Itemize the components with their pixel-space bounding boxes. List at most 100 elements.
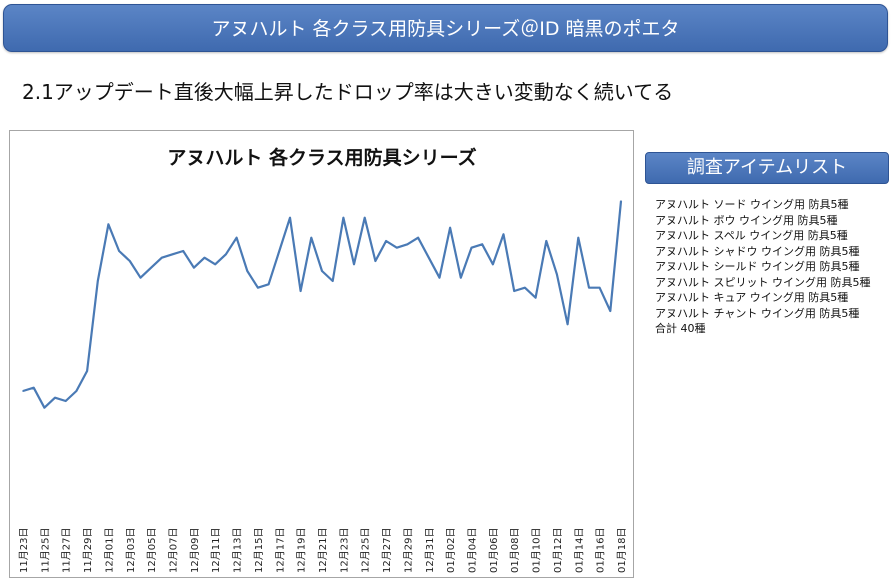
data-point (545, 240, 548, 242)
x-tick-label: 12月07日 (168, 528, 180, 573)
data-point (299, 290, 302, 292)
line-chart: アヌハルト 各クラス用防具シリーズ 11月23日 11月25日 11月27日 11月2… (18, 146, 628, 573)
x-tick-label: 12月03日 (125, 528, 137, 573)
data-point (182, 250, 184, 252)
x-tick-label: 01月16日 (595, 528, 607, 573)
x-tick-label: 01月14日 (573, 528, 585, 573)
data-point (43, 406, 46, 409)
x-axis-tick-labels: 11月23日 11月25日 11月27日 11月29日 12月01日 12月03日 12月0… (18, 502, 628, 573)
data-point (86, 370, 88, 372)
data-point (385, 240, 387, 242)
data-point (342, 216, 345, 219)
data-point (129, 260, 131, 262)
data-point (428, 256, 430, 259)
data-point (22, 390, 24, 392)
data-point (107, 223, 110, 226)
x-tick-label: 12月17日 (274, 528, 286, 573)
data-point (246, 270, 249, 272)
data-point (321, 270, 323, 272)
data-point (588, 286, 590, 289)
data-point (438, 276, 441, 279)
data-point (214, 263, 216, 266)
list-item: アヌハルト スピリット ウイング用 防具5種 (655, 275, 871, 289)
x-tick-label: 12月11日 (210, 528, 222, 573)
data-point (566, 323, 569, 326)
data-point (492, 263, 494, 266)
series-group (22, 200, 623, 409)
x-tick-label: 01月08日 (509, 528, 521, 573)
list-item: アヌハルト シャドウ ウイング用 防具5種 (655, 244, 860, 258)
x-tick-label: 01月12日 (552, 528, 564, 573)
list-item: アヌハルト スペル ウイング用 防具5種 (655, 229, 848, 242)
x-tick-label: 12月19日 (296, 528, 308, 573)
x-tick-label: 12月05日 (146, 528, 158, 573)
data-point (193, 266, 195, 269)
data-point (363, 216, 366, 219)
data-point (267, 283, 270, 286)
x-tick-label: 11月27日 (61, 528, 73, 573)
data-point (32, 386, 35, 389)
x-tick-label: 01月04日 (467, 528, 479, 573)
x-tick-label: 12月23日 (338, 528, 350, 573)
x-tick-label: 12月29日 (402, 528, 414, 573)
list-item: アヌハルト キュア ウイング用 防具5種 (655, 291, 849, 304)
series-line (22, 200, 623, 409)
data-point (460, 276, 462, 279)
data-point (64, 400, 67, 402)
list-item: 合計 40種 (655, 322, 706, 335)
x-tick-label: 12月01日 (103, 528, 115, 573)
data-point (171, 253, 174, 256)
data-point (97, 280, 99, 282)
x-tick-label: 12月27日 (381, 528, 393, 573)
data-point (161, 256, 163, 259)
data-point (374, 260, 377, 262)
data-point (417, 236, 419, 239)
data-point (502, 233, 505, 236)
data-point (598, 286, 601, 289)
data-point (54, 396, 56, 399)
data-point (118, 250, 120, 252)
data-point (406, 243, 409, 246)
data-point (353, 263, 355, 266)
data-point (577, 236, 580, 239)
data-point (609, 310, 612, 312)
x-tick-label: 11月29日 (82, 528, 94, 573)
data-point (470, 246, 473, 249)
data-point (556, 273, 558, 276)
data-point (150, 266, 152, 269)
list-item: アヌハルト シールド ウイング用 防具5種 (655, 260, 860, 273)
title-banner: アヌハルト 各クラス用防具シリーズ＠ID 暗黒のポエタ (3, 4, 888, 52)
x-tick-label: 12月13日 (232, 528, 244, 573)
x-tick-label: 12月31日 (424, 528, 436, 573)
chart-title: アヌハルト 各クラス用防具シリーズ (167, 146, 476, 169)
x-tick-label: 01月10日 (531, 528, 543, 573)
data-point (310, 236, 313, 239)
data-point (481, 243, 484, 246)
data-point (225, 253, 227, 256)
data-point (289, 216, 291, 219)
data-point (449, 226, 451, 229)
x-tick-label: 12月25日 (360, 528, 372, 573)
list-item: アヌハルト ボウ ウイング用 防具5種 (655, 213, 838, 227)
item-list: アヌハルト ソード ウイング用 防具5種 アヌハルト ボウ ウイング用 防具5種… (655, 197, 871, 337)
data-point (396, 246, 398, 249)
data-point (524, 286, 526, 289)
list-item: アヌハルト ソード ウイング用 防具5種 (655, 198, 849, 211)
data-point (235, 236, 238, 239)
x-tick-label: 01月02日 (445, 528, 457, 573)
list-item: アヌハルト チャント ウイング用 防具5種 (655, 306, 860, 320)
x-tick-label: 11月25日 (39, 528, 51, 573)
x-tick-label: 01月06日 (488, 528, 500, 573)
data-point (139, 276, 142, 279)
chart-container: アヌハルト 各クラス用防具シリーズ 11月23日 11月25日 11月27日 11月2… (9, 130, 634, 578)
data-point (620, 200, 622, 202)
data-point (203, 256, 206, 259)
data-point (331, 280, 334, 282)
x-tick-label: 11月23日 (18, 528, 30, 573)
x-tick-label: 12月15日 (253, 528, 265, 573)
page-subtitle: 2.1アップデート直後大幅上昇したドロップ率は大きい変動なく続いてる (22, 80, 674, 104)
x-tick-label: 01月18日 (616, 528, 628, 573)
data-point (278, 250, 281, 252)
item-list-title: 調査アイテムリスト (645, 152, 889, 184)
data-point (75, 390, 78, 392)
